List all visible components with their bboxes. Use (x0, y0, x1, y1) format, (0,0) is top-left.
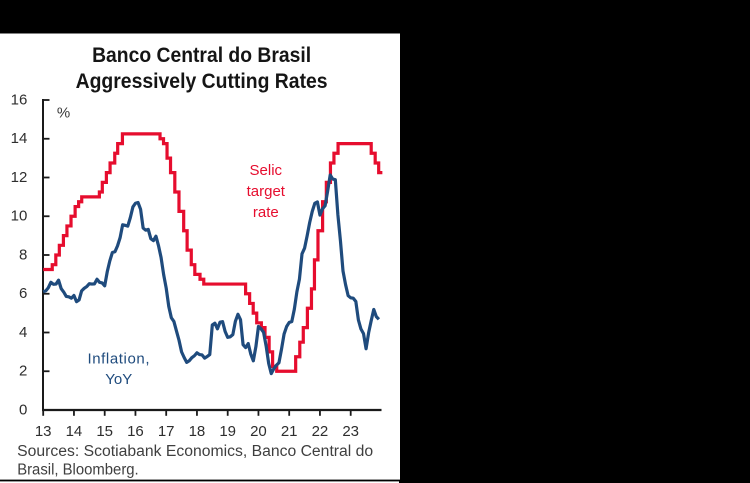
svg-text:19: 19 (219, 423, 236, 440)
svg-text:17: 17 (158, 423, 175, 440)
svg-text:23: 23 (342, 423, 359, 440)
svg-text:4: 4 (19, 324, 27, 341)
svg-text:2: 2 (19, 363, 27, 380)
svg-text:22: 22 (312, 423, 329, 440)
svg-text:18: 18 (189, 423, 206, 440)
svg-text:Inflation,: Inflation, (87, 351, 150, 368)
svg-text:12: 12 (11, 169, 28, 186)
svg-text:15: 15 (96, 423, 113, 440)
svg-text:10: 10 (11, 208, 28, 225)
svg-text:Brasil, Bloomberg.: Brasil, Bloomberg. (17, 461, 139, 478)
svg-text:%: % (57, 104, 70, 121)
svg-text:6: 6 (19, 285, 27, 302)
svg-text:20: 20 (250, 423, 267, 440)
svg-text:8: 8 (19, 246, 27, 263)
svg-text:Banco Central do Brasil: Banco Central do Brasil (92, 44, 311, 67)
svg-text:16: 16 (11, 91, 28, 108)
svg-text:14: 14 (66, 423, 83, 440)
svg-text:16: 16 (127, 423, 144, 440)
svg-text:rate: rate (253, 204, 279, 221)
svg-text:Aggressively Cutting Rates: Aggressively Cutting Rates (76, 70, 328, 93)
svg-text:Selic: Selic (250, 162, 283, 179)
svg-text:Sources: Scotiabank Economics,: Sources: Scotiabank Economics, Banco Cen… (17, 443, 373, 460)
svg-text:14: 14 (11, 130, 28, 147)
svg-text:21: 21 (281, 423, 298, 440)
svg-text:target: target (247, 183, 286, 200)
svg-text:13: 13 (35, 423, 52, 440)
svg-text:0: 0 (19, 401, 27, 418)
svg-text:YoY: YoY (105, 371, 132, 388)
